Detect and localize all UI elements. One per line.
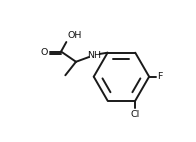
Text: Cl: Cl xyxy=(131,110,140,119)
Text: NH: NH xyxy=(87,51,101,60)
Text: O: O xyxy=(41,48,48,57)
Text: F: F xyxy=(157,72,163,81)
Text: OH: OH xyxy=(67,32,82,40)
